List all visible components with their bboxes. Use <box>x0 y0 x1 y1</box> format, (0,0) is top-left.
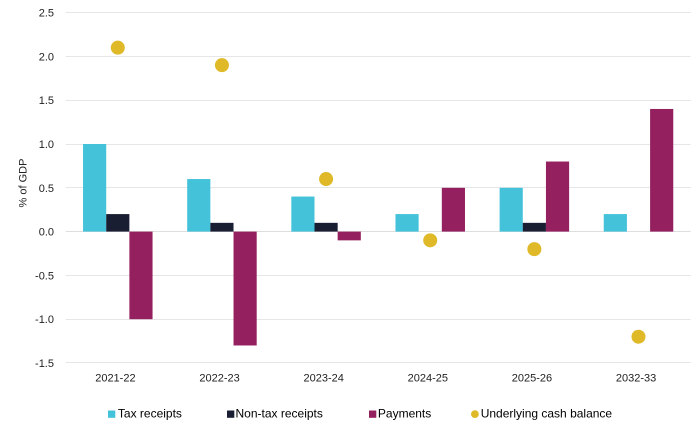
svg-text:-1.0: -1.0 <box>35 314 54 326</box>
svg-text:2032-33: 2032-33 <box>616 373 656 385</box>
svg-text:2024-25: 2024-25 <box>408 373 448 385</box>
svg-text:0.0: 0.0 <box>39 227 54 239</box>
svg-text:1.0: 1.0 <box>39 139 54 151</box>
svg-text:Payments: Payments <box>378 406 431 420</box>
svg-text:2.5: 2.5 <box>39 8 54 20</box>
svg-text:2.0: 2.0 <box>39 51 54 63</box>
svg-text:-0.5: -0.5 <box>35 270 54 282</box>
svg-text:2025-26: 2025-26 <box>512 373 552 385</box>
svg-text:2022-23: 2022-23 <box>199 373 239 385</box>
svg-text:2023-24: 2023-24 <box>303 373 343 385</box>
svg-text:Non-tax receipts: Non-tax receipts <box>236 406 323 420</box>
svg-text:% of GDP: % of GDP <box>18 159 30 208</box>
svg-text:0.5: 0.5 <box>39 183 54 195</box>
svg-text:-1.5: -1.5 <box>35 358 54 370</box>
svg-text:1.5: 1.5 <box>39 95 54 107</box>
svg-text:Underlying cash balance: Underlying cash balance <box>481 406 613 420</box>
svg-text:Tax receipts: Tax receipts <box>118 406 182 420</box>
svg-text:2021-22: 2021-22 <box>95 373 135 385</box>
